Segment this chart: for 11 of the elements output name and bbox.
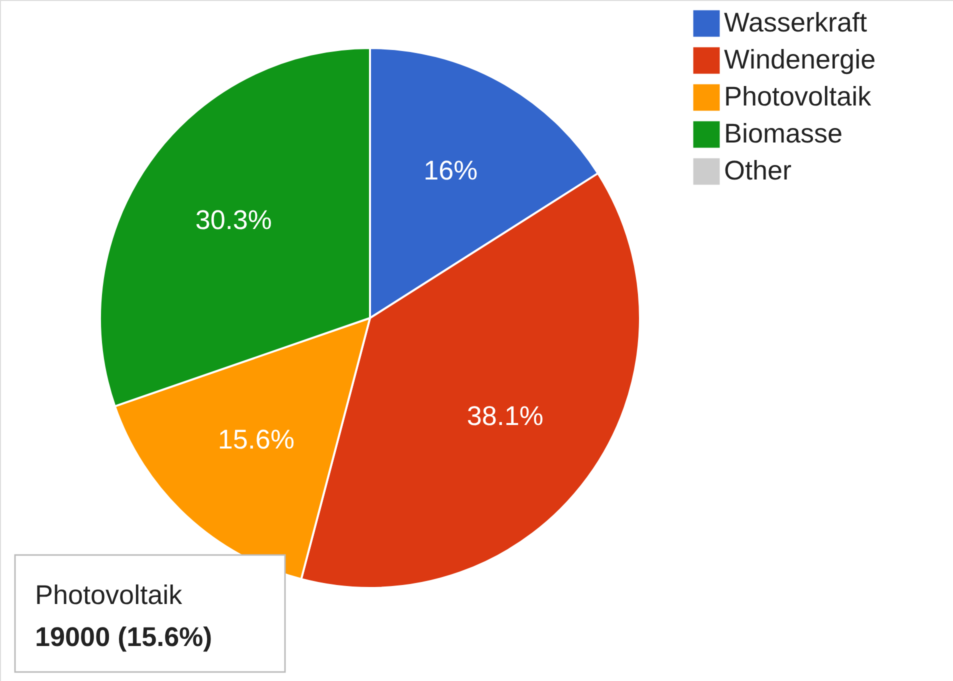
data-label: 16% xyxy=(424,155,478,186)
data-label: 15.6% xyxy=(218,424,294,455)
legend-label: Windenergie xyxy=(724,44,876,74)
legend-label: Biomasse xyxy=(724,118,843,148)
text: Photovoltaik xyxy=(35,580,183,610)
data-label: 38.1% xyxy=(466,400,544,431)
legend-label: Photovoltaik xyxy=(724,82,872,112)
text: 19000 (15.6%) xyxy=(35,622,212,652)
data-label: 30.3% xyxy=(195,204,272,235)
legend-label: Other xyxy=(724,156,792,186)
legend-label: Wasserkraft xyxy=(724,8,868,38)
